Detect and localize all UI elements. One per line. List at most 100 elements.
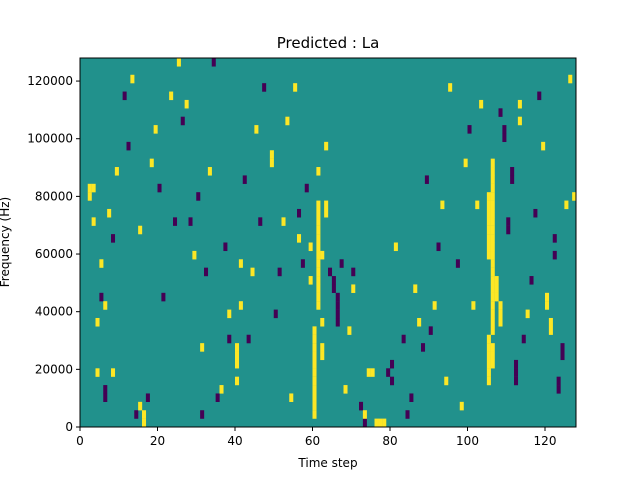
heatmap-cell (316, 208, 321, 218)
heatmap-cell (490, 301, 495, 310)
x-tick-label: 120 (534, 434, 557, 448)
heatmap-cell (250, 267, 255, 277)
heatmap-cell (235, 359, 240, 369)
heatmap-cell (351, 267, 356, 277)
heatmap-cell (548, 326, 553, 335)
heatmap-cell (494, 292, 499, 302)
heatmap-cell (227, 309, 232, 319)
heatmap-cell (362, 418, 367, 428)
heatmap-cell (312, 410, 317, 419)
heatmap-cell (99, 259, 104, 268)
heatmap-cell (180, 116, 185, 126)
x-tick-label: 20 (150, 434, 165, 448)
heatmap-cell (545, 301, 550, 310)
heatmap-cell (235, 376, 240, 386)
heatmap-cell (312, 401, 317, 411)
heatmap-cell (517, 116, 522, 126)
heatmap-cell (459, 401, 464, 411)
heatmap-cell (490, 192, 495, 201)
heatmap-cell (184, 99, 189, 109)
heatmap-cell (417, 317, 422, 327)
heatmap-cell (87, 192, 92, 201)
heatmap-cell (506, 217, 511, 226)
heatmap-cell (514, 359, 519, 369)
heatmap-cell (564, 200, 569, 210)
heatmap-cell (490, 259, 495, 268)
heatmap-cell (529, 276, 534, 285)
heatmap-cell (262, 83, 267, 92)
heatmap-cell (537, 91, 542, 101)
heatmap-cell (312, 376, 317, 386)
heatmap-cell (490, 292, 495, 302)
heatmap-cell (207, 167, 212, 176)
heatmap-cell (320, 250, 325, 260)
heatmap-cell (320, 317, 325, 327)
y-tick-label: 80000 (35, 189, 73, 203)
heatmap-cell (572, 192, 577, 201)
heatmap-cell (281, 217, 286, 226)
heatmap-cell (103, 385, 108, 394)
heatmap-cell (91, 217, 96, 226)
heatmap-cell (297, 234, 302, 243)
plot-area (79, 57, 577, 428)
heatmap-cell (235, 351, 240, 361)
heatmap-cell (153, 125, 158, 134)
heatmap-cell (223, 242, 228, 252)
heatmap-cell (490, 183, 495, 193)
heatmap-cell (312, 385, 317, 394)
x-axis-label: Time step (297, 456, 357, 470)
heatmap-cell (157, 183, 162, 193)
heatmap-cell (114, 167, 119, 176)
x-tick-label: 40 (227, 434, 242, 448)
heatmap-cell (568, 74, 573, 84)
heatmap-cell (486, 334, 491, 344)
heatmap-cell (498, 309, 503, 319)
heatmap-cell (502, 133, 507, 143)
heatmap-cell (258, 217, 263, 226)
heatmap-cell (490, 242, 495, 252)
heatmap-cell (215, 393, 220, 402)
heatmap-cell (176, 58, 181, 67)
heatmap-cell (149, 158, 154, 168)
heatmap-cell (111, 368, 116, 377)
heatmap-cell (486, 250, 491, 260)
heatmap-cell (173, 217, 178, 226)
heatmap-cell (409, 393, 414, 402)
heatmap-cell (238, 259, 243, 268)
heatmap-cell (204, 267, 209, 277)
heatmap-cell (196, 192, 201, 201)
heatmap-cell (130, 74, 135, 84)
heatmap-cell (254, 125, 259, 134)
heatmap-cell (405, 410, 410, 419)
heatmap-cell (548, 317, 553, 327)
heatmap-cell (316, 259, 321, 268)
heatmap-cell (87, 183, 92, 193)
heatmap-cells (87, 58, 577, 428)
heatmap-cell (331, 284, 336, 293)
heatmap-cell (486, 368, 491, 377)
heatmap-cell (316, 200, 321, 210)
heatmap-cell (374, 418, 379, 428)
heatmap-cell (436, 242, 441, 252)
heatmap-cell (103, 301, 108, 310)
heatmap-cell (335, 309, 340, 319)
heatmap-cell (490, 208, 495, 218)
heatmap-cell (432, 301, 437, 310)
heatmap-cell (316, 217, 321, 226)
heatmap-cell (219, 385, 224, 394)
plot-frame (79, 57, 577, 428)
heatmap-cell (486, 242, 491, 252)
heatmap-cell (510, 167, 515, 176)
heatmap-cell (169, 91, 174, 101)
heatmap-cell (560, 351, 565, 361)
heatmap-cell (122, 91, 127, 101)
heatmap-cell (498, 108, 503, 117)
heatmap-cell (269, 158, 274, 168)
heatmap-cell (242, 175, 247, 184)
x-axis-ticks: 0 20 40 60 80 100 120 (76, 427, 556, 448)
heatmap-cell (490, 309, 495, 319)
heatmap-cell (471, 301, 476, 310)
x-tick-label: 100 (456, 434, 479, 448)
x-tick-label: 80 (382, 434, 397, 448)
y-tick-label: 0 (65, 420, 73, 434)
